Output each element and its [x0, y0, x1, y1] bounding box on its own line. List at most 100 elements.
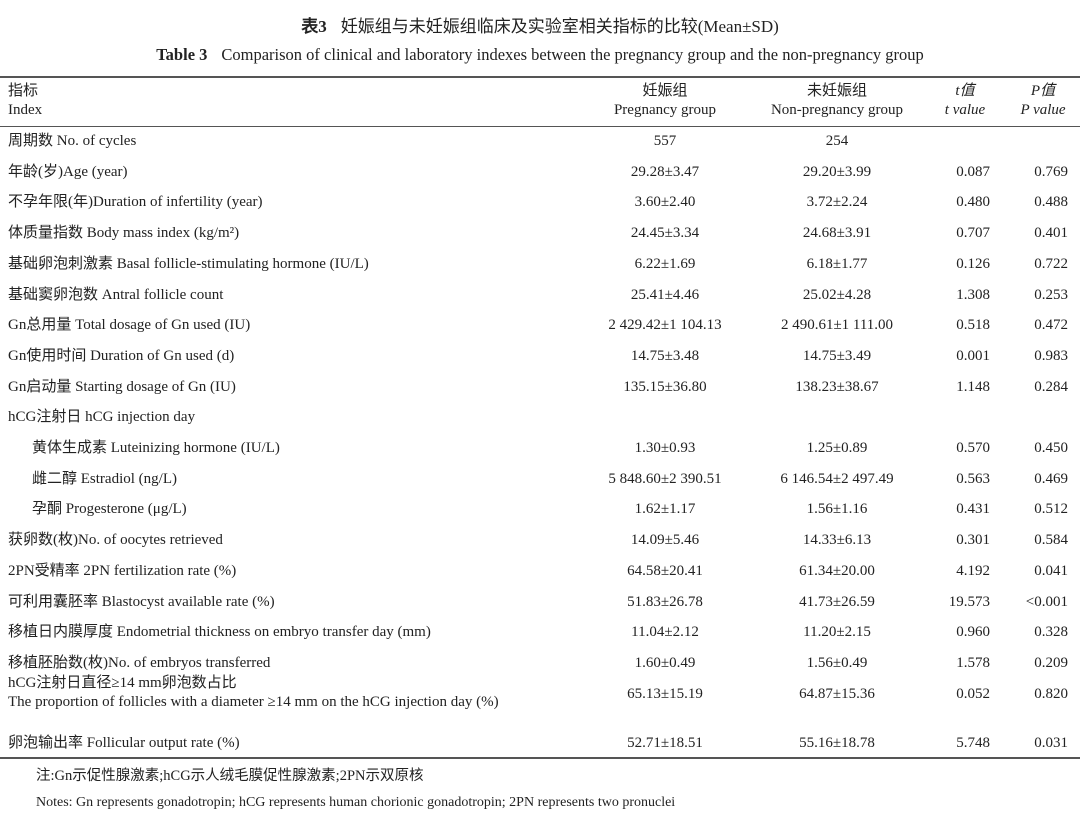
non-pregnancy-value: 6 146.54±2 497.49 [780, 470, 894, 487]
p-value: 0.469 [1034, 470, 1068, 487]
table-row: 可利用囊胚率 Blastocyst available rate (%) 51.8… [0, 587, 1080, 617]
caption-en: Table 3 Comparison of clinical and labora… [0, 45, 1080, 65]
non-pregnancy-value: 1.56±0.49 [806, 654, 868, 671]
row-label: 黄体生成素 Luteinizing hormone (IU/L) [32, 440, 280, 456]
non-pregnancy-value: 14.33±6.13 [802, 532, 872, 549]
row-label: 移植胚胎数(枚)No. of embryos transferred [8, 654, 271, 671]
row-label: 孕酮 Progesterone (μg/L) [32, 501, 187, 518]
pregnancy-value: 1.30±0.93 [634, 440, 696, 456]
t-value: 4.192 [956, 562, 990, 579]
top-rule [0, 76, 1080, 78]
pregnancy-value: 2 429.42±1 104.13 [608, 317, 722, 334]
row-label: 可利用囊胚率 Blastocyst available rate (%) [8, 593, 275, 610]
p-value: 0.472 [1034, 317, 1068, 334]
t-value: 0.570 [956, 440, 990, 456]
t-value: 0.563 [956, 470, 990, 487]
table-row: 不孕年限(年)Duration of infertility (year) 3.6… [0, 187, 1080, 217]
row-label: 基础卵泡刺激素 Basal follicle-stimulating hormo… [8, 255, 369, 272]
header-p-en: P value [1020, 102, 1066, 118]
pregnancy-value: 3.60±2.40 [634, 194, 696, 211]
t-value: 1.308 [956, 286, 990, 303]
p-value: 0.209 [1034, 654, 1068, 671]
table-row: 卵泡输出率 Follicular output rate (%) 52.71±18… [0, 728, 1080, 758]
table-row: 年龄(岁)Age (year) 29.28±3.47 29.20±3.99 0.087… [0, 157, 1080, 187]
table-row: 雌二醇 Estradiol (ng/L) 5 848.60±2 390.51 6 1… [0, 464, 1080, 494]
caption-title-en: Comparison of clinical and laboratory in… [221, 45, 924, 64]
row-label: 年龄(岁)Age (year) [8, 163, 128, 180]
non-pregnancy-value: 254 [825, 133, 849, 149]
t-value: 0.301 [956, 532, 990, 549]
row-label: 移植日内膜厚度 Endometrial thickness on embryo … [8, 624, 431, 641]
pregnancy-value: 6.22±1.69 [634, 255, 696, 272]
header-pregnancy: 妊娠组 Pregnancy group [560, 82, 770, 120]
non-pregnancy-value: 6.18±1.77 [806, 255, 868, 272]
p-value: 0.584 [1034, 532, 1068, 549]
row-label: hCG注射日直径≥14 mm卵泡数占比 The proportion of fol… [8, 674, 499, 712]
pregnancy-value: 14.75±3.48 [630, 347, 700, 364]
table-row: 获卵数(枚)No. of oocytes retrieved 14.09±5.46… [0, 525, 1080, 555]
t-value: 0.052 [956, 685, 990, 702]
caption-cn: 表3 妊娠组与未妊娠组临床及实验室相关指标的比较(Mean±SD) [0, 12, 1080, 37]
non-pregnancy-value: 14.75±3.49 [802, 347, 872, 364]
header-rule [0, 126, 1080, 127]
pregnancy-value: 557 [653, 133, 677, 149]
t-value: 0.518 [956, 317, 990, 334]
pregnancy-value: 1.62±1.17 [634, 501, 696, 518]
row-label-cn: hCG注射日直径≥14 mm卵泡数占比 [8, 674, 237, 691]
pregnancy-value: 24.45±3.34 [630, 225, 700, 242]
non-pregnancy-value: 2 490.61±1 111.00 [780, 317, 894, 334]
header-index-en: Index [8, 102, 43, 118]
row-label: 不孕年限(年)Duration of infertility (year) [8, 194, 263, 211]
table-row: 体质量指数 Body mass index (kg/m²) 24.45±3.34 2… [0, 218, 1080, 248]
table-row: 2PN受精率 2PN fertilization rate (%) 64.58±2… [0, 556, 1080, 586]
row-label: 周期数 No. of cycles [8, 133, 137, 149]
row-label: 卵泡输出率 Follicular output rate (%) [8, 735, 240, 752]
pregnancy-value: 52.71±18.51 [627, 735, 703, 752]
non-pregnancy-value: 29.20±3.99 [802, 163, 872, 180]
caption-title-cn: 妊娠组与未妊娠组临床及实验室相关指标的比较(Mean±SD) [340, 17, 779, 36]
t-value: 1.148 [956, 378, 990, 395]
pregnancy-value: 135.15±36.80 [623, 378, 707, 395]
header-p-cn: P值 [1030, 83, 1056, 99]
table-row: 基础窦卵泡数 Antral follicle count 25.41±4.46 25… [0, 280, 1080, 310]
table-row: 周期数 No. of cycles 557 254 [0, 126, 1080, 156]
p-value: 0.031 [1034, 735, 1068, 752]
header-nonpreg-en: Non-pregnancy group [770, 102, 904, 118]
non-pregnancy-value: 138.23±38.67 [795, 378, 879, 395]
table-row: 移植日内膜厚度 Endometrial thickness on embryo … [0, 617, 1080, 647]
row-label: Gn总用量 Total dosage of Gn used (IU) [8, 317, 251, 334]
p-value: 0.820 [1034, 685, 1068, 702]
row-label-en: The proportion of follicles with a diame… [8, 693, 499, 710]
non-pregnancy-value: 61.34±20.00 [799, 562, 875, 579]
p-value: 0.769 [1034, 163, 1068, 180]
p-value: 0.041 [1034, 562, 1068, 579]
non-pregnancy-value: 41.73±26.59 [799, 593, 875, 610]
pregnancy-value: 65.13±15.19 [627, 685, 703, 702]
pregnancy-value: 11.04±2.12 [631, 624, 699, 641]
table-row: Gn启动量 Starting dosage of Gn (IU) 135.15±3… [0, 372, 1080, 402]
header-index: 指标 Index [8, 82, 42, 120]
table-row: 黄体生成素 Luteinizing hormone (IU/L) 1.30±0.9… [0, 433, 1080, 463]
pregnancy-value: 29.28±3.47 [630, 163, 700, 180]
non-pregnancy-value: 3.72±2.24 [806, 194, 868, 211]
t-value: 0.960 [956, 624, 990, 641]
t-value: 0.707 [956, 225, 990, 242]
row-label: 雌二醇 Estradiol (ng/L) [32, 470, 177, 487]
p-value: 0.253 [1034, 286, 1068, 303]
non-pregnancy-value: 25.02±4.28 [802, 286, 872, 303]
bottom-rule [0, 757, 1080, 759]
header-preg-en: Pregnancy group [613, 102, 717, 118]
row-label: 基础窦卵泡数 Antral follicle count [8, 286, 224, 303]
header-t: t值 t value [930, 82, 1000, 120]
row-label: 2PN受精率 2PN fertilization rate (%) [8, 562, 237, 579]
p-value: 0.512 [1034, 501, 1068, 518]
row-label: Gn启动量 Starting dosage of Gn (IU) [8, 378, 236, 395]
pregnancy-value: 5 848.60±2 390.51 [608, 470, 722, 487]
pregnancy-value: 14.09±5.46 [630, 532, 700, 549]
table-row: hCG注射日 hCG injection day [0, 402, 1080, 432]
pregnancy-value: 1.60±0.49 [634, 654, 696, 671]
t-value: 1.578 [956, 654, 990, 671]
table-row: Gn使用时间 Duration of Gn used (d) 14.75±3.48… [0, 341, 1080, 371]
non-pregnancy-value: 24.68±3.91 [802, 225, 872, 242]
